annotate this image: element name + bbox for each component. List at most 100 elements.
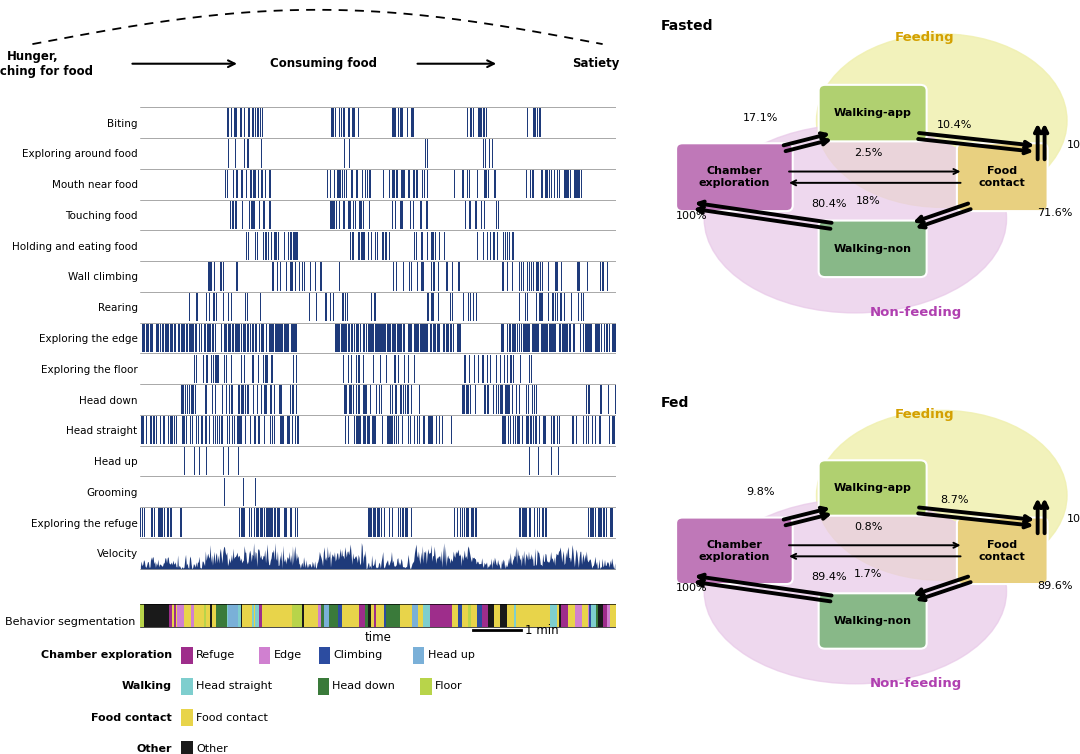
Bar	[195, 604, 199, 627]
Bar	[286, 604, 292, 627]
Bar	[550, 604, 555, 627]
Text: Walking-non: Walking-non	[834, 616, 912, 626]
Bar	[319, 647, 330, 664]
Bar	[370, 604, 374, 627]
Bar	[181, 678, 193, 695]
Bar	[329, 604, 333, 627]
Bar	[252, 604, 254, 627]
Text: 89.6%: 89.6%	[1037, 581, 1072, 591]
Bar	[420, 678, 432, 695]
Text: Food
contact: Food contact	[978, 540, 1026, 562]
Bar	[324, 604, 329, 627]
Bar	[258, 647, 270, 664]
Bar	[384, 604, 386, 627]
Text: Other: Other	[136, 744, 172, 754]
Bar	[318, 604, 321, 627]
Text: 9.8%: 9.8%	[746, 487, 774, 498]
Bar	[411, 604, 418, 627]
Bar	[374, 604, 376, 627]
Text: Non-feeding: Non-feeding	[869, 306, 962, 320]
Bar	[360, 604, 365, 627]
Bar	[249, 604, 252, 627]
Text: Satiety: Satiety	[572, 57, 620, 70]
Bar	[570, 604, 575, 627]
Ellipse shape	[816, 410, 1067, 581]
Bar	[598, 604, 603, 627]
Bar	[539, 604, 541, 627]
Bar	[516, 604, 527, 627]
Bar	[302, 604, 305, 627]
Bar	[609, 604, 616, 627]
Text: 2.5%: 2.5%	[854, 149, 882, 158]
Bar	[471, 604, 476, 627]
Text: Refuge: Refuge	[197, 650, 235, 660]
Bar	[210, 604, 212, 627]
Bar	[140, 604, 143, 627]
Bar	[488, 604, 494, 627]
FancyBboxPatch shape	[819, 221, 927, 277]
Bar	[309, 604, 318, 627]
Bar	[476, 604, 482, 627]
Text: Behavior segmentation: Behavior segmentation	[4, 617, 135, 627]
Bar	[185, 604, 191, 627]
Bar	[511, 604, 514, 627]
Text: Chamber
exploration: Chamber exploration	[699, 540, 770, 562]
Bar	[318, 678, 329, 695]
Bar	[432, 604, 451, 627]
Bar	[507, 604, 511, 627]
FancyBboxPatch shape	[819, 460, 927, 516]
Bar	[204, 604, 206, 627]
Bar	[241, 604, 242, 627]
Bar	[423, 604, 430, 627]
Bar	[258, 604, 262, 627]
Text: Chamber exploration: Chamber exploration	[41, 650, 172, 660]
Text: Walking-non: Walking-non	[834, 244, 912, 254]
Bar	[244, 604, 249, 627]
Text: 100%: 100%	[1067, 514, 1080, 524]
Text: 0.8%: 0.8%	[854, 523, 882, 532]
Bar	[568, 604, 570, 627]
Bar	[199, 604, 204, 627]
Bar	[181, 647, 193, 664]
Bar	[212, 604, 216, 627]
Ellipse shape	[816, 34, 1067, 207]
Bar	[558, 604, 562, 627]
FancyBboxPatch shape	[957, 143, 1048, 211]
Bar	[410, 604, 411, 627]
Bar	[596, 604, 598, 627]
Text: Feeding: Feeding	[894, 31, 955, 44]
Bar	[353, 604, 360, 627]
Bar	[562, 604, 568, 627]
Bar	[541, 604, 550, 627]
Bar	[170, 604, 172, 627]
Text: 80.4%: 80.4%	[812, 199, 847, 210]
Ellipse shape	[704, 499, 1007, 684]
Text: Fed: Fed	[661, 396, 689, 409]
Text: Walking-app: Walking-app	[834, 108, 912, 118]
Bar	[365, 604, 368, 627]
Bar	[603, 604, 607, 627]
Text: Food contact: Food contact	[197, 713, 268, 723]
Bar	[338, 604, 342, 627]
Bar	[413, 647, 424, 664]
Bar	[181, 710, 193, 726]
Bar	[454, 604, 458, 627]
Ellipse shape	[704, 124, 1007, 313]
Bar	[144, 604, 170, 627]
Bar	[593, 604, 596, 627]
Bar	[255, 604, 258, 627]
Text: 17.1%: 17.1%	[743, 112, 778, 123]
Bar	[333, 604, 338, 627]
FancyBboxPatch shape	[819, 593, 927, 648]
Text: Head up: Head up	[428, 650, 474, 660]
Bar	[191, 604, 193, 627]
FancyBboxPatch shape	[957, 517, 1048, 584]
Text: 1 min: 1 min	[525, 624, 559, 637]
Bar	[494, 604, 500, 627]
Bar	[216, 604, 228, 627]
Bar	[262, 604, 283, 627]
Bar	[305, 604, 309, 627]
Text: Head down: Head down	[333, 682, 395, 691]
FancyBboxPatch shape	[676, 143, 793, 211]
Text: Edge: Edge	[273, 650, 301, 660]
